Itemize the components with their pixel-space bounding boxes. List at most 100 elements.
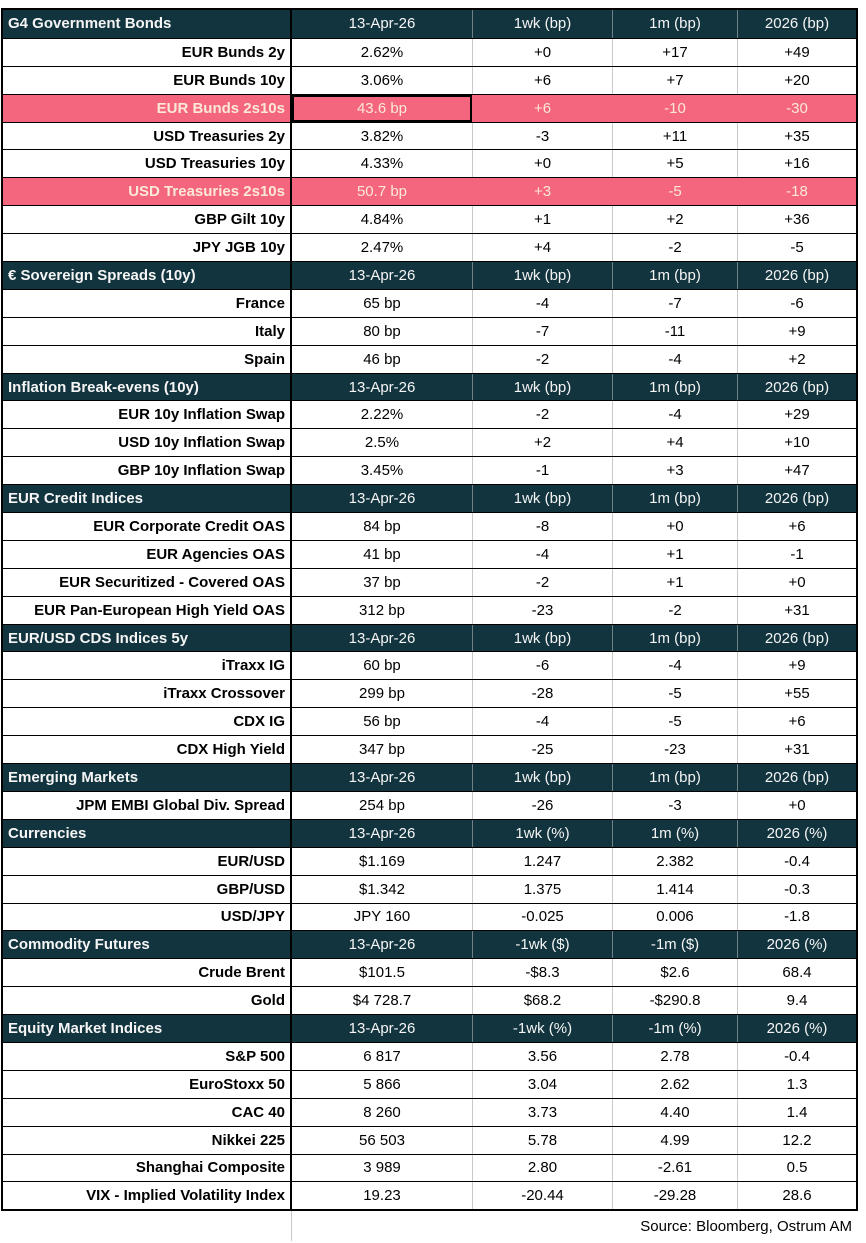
table-row: iTraxx Crossover 299 bp -28 -5 +55: [3, 679, 856, 708]
column-header: 2026 (bp): [737, 764, 856, 791]
cell-value: +1: [612, 540, 737, 568]
row-label: GBP/USD: [3, 875, 292, 903]
cell-value: +6: [533, 99, 552, 117]
section-header-row: € Sovereign Spreads (10y) 13-Apr-26 1wk (b…: [3, 261, 856, 289]
table-row: JPY JGB 10y 2.47% +4 -2 -5: [3, 233, 856, 262]
cell-value: +20: [737, 66, 856, 94]
cell-value: 65 bp: [363, 294, 401, 312]
row-label: France: [3, 289, 292, 317]
cell-value: -4: [612, 652, 737, 680]
cell-value: +1: [472, 206, 612, 234]
row-label: CAC 40: [3, 1098, 292, 1126]
section-header-row: Emerging Markets 13-Apr-26 1wk (bp) 1m (bp)…: [3, 763, 856, 791]
cell-value: 4.84%: [360, 211, 404, 229]
table-row: USD Treasuries 10y 4.33% +0 +5 +16: [3, 149, 856, 178]
section-title: EUR/USD CDS Indices 5y: [3, 624, 292, 652]
column-header: 1m (bp): [612, 373, 737, 401]
table-row: CDX High Yield 347 bp -25 -23 +31: [3, 735, 856, 764]
row-label: GBP Gilt 10y: [3, 206, 292, 234]
cell-value: +3: [612, 457, 737, 485]
table-row: EUR Bunds 2y 2.62% +0 +17 +49: [3, 37, 856, 66]
row-label: EUR/USD: [3, 847, 292, 875]
cell-value: 3.82%: [360, 127, 404, 145]
cell-value: -29.28: [612, 1182, 737, 1210]
cell-value: 43.6 bp: [292, 95, 472, 122]
table-row: EUR 10y Inflation Swap 2.22% -2 -4 +29: [3, 400, 856, 429]
cell-value: 68.4: [737, 959, 856, 987]
column-header: 2026 (%): [737, 931, 856, 959]
cell-value: +6: [737, 513, 856, 540]
column-header: 13-Apr-26: [348, 490, 416, 508]
cell-value: -1: [472, 457, 612, 485]
cell-value: 50.7 bp: [356, 183, 408, 201]
section-title: Currencies: [3, 819, 292, 847]
cell-value: 1.247: [472, 847, 612, 875]
cell-value: 3.56: [472, 1042, 612, 1070]
cell-value: 2.78: [612, 1042, 737, 1070]
cell-value: 46 bp: [363, 350, 401, 368]
cell-value: 41 bp: [363, 545, 401, 563]
row-label: CDX IG: [3, 708, 292, 736]
row-label: iTraxx IG: [3, 652, 292, 680]
column-header: 13-Apr-26: [348, 266, 416, 284]
section-title: Equity Market Indices: [3, 1015, 292, 1042]
row-label: JPY JGB 10y: [3, 234, 292, 262]
source-note: Source: Bloomberg, Ostrum AM: [640, 1217, 852, 1235]
table-row: VIX - Implied Volatility Index 19.23 -20.4…: [3, 1181, 856, 1210]
cell-value: 84 bp: [363, 517, 401, 535]
cell-value: 0.006: [612, 903, 737, 931]
row-label: S&P 500: [3, 1042, 292, 1070]
cell-value: +9: [737, 652, 856, 680]
row-label: Shanghai Composite: [3, 1154, 292, 1182]
section-title: Commodity Futures: [3, 931, 292, 959]
row-label: VIX - Implied Volatility Index: [3, 1182, 292, 1210]
column-header: 1m (bp): [612, 485, 737, 513]
cell-value: -26: [472, 791, 612, 819]
column-header: 13-Apr-26: [348, 15, 416, 33]
section-header-row: EUR Credit Indices 13-Apr-26 1wk (bp) 1m (b…: [3, 484, 856, 513]
column-header: 2026 (bp): [737, 624, 856, 652]
cell-value: -5: [737, 234, 856, 262]
row-label: GBP 10y Inflation Swap: [3, 457, 292, 485]
cell-value: +29: [737, 401, 856, 429]
cell-value: $4 728.7: [352, 992, 412, 1010]
row-label: EUR Pan-European High Yield OAS: [3, 596, 292, 624]
row-label: USD Treasuries 10y: [3, 150, 292, 178]
cell-value: -5: [668, 183, 682, 201]
cell-value: +5: [612, 150, 737, 178]
cell-value: 347 bp: [359, 741, 405, 759]
cell-value: +17: [612, 38, 737, 66]
row-label: iTraxx Crossover: [3, 680, 292, 708]
cell-value: -0.4: [737, 1042, 856, 1070]
cell-value: 28.6: [737, 1182, 856, 1210]
table-row: EUR Securitized - Covered OAS 37 bp -2 +1 +0: [3, 567, 856, 596]
cell-value: -7: [472, 317, 612, 345]
column-header: 2026 (%): [737, 819, 856, 847]
cell-value: -30: [786, 99, 808, 117]
section-title: EUR Credit Indices: [3, 485, 292, 513]
cell-value: 1.375: [472, 875, 612, 903]
table-row: Spain 46 bp -2 -4 +2: [3, 344, 856, 373]
row-label: EUR Agencies OAS: [3, 540, 292, 568]
table-row: EUR Agencies OAS 41 bp -4 +1 -1: [3, 539, 856, 568]
row-label: Gold: [3, 987, 292, 1015]
cell-value: -4: [472, 540, 612, 568]
column-header: 2026 (bp): [737, 262, 856, 289]
table-row: EUR Corporate Credit OAS 84 bp -8 +0 +6: [3, 512, 856, 540]
cell-value: -2: [472, 401, 612, 429]
cell-value: $68.2: [472, 987, 612, 1015]
cell-value: +10: [737, 429, 856, 457]
cell-value: 4.40: [612, 1098, 737, 1126]
table-row: EuroStoxx 50 5 866 3.04 2.62 1.3: [3, 1069, 856, 1098]
table-row: GBP/USD $1.342 1.375 1.414 -0.3: [3, 874, 856, 903]
table-row: CDX IG 56 bp -4 -5 +6: [3, 707, 856, 736]
column-header: 13-Apr-26: [348, 1020, 416, 1037]
cell-value: $101.5: [359, 964, 405, 982]
cell-value: +0: [472, 38, 612, 66]
cell-value: -4: [612, 345, 737, 373]
table-row: USD 10y Inflation Swap 2.5% +2 +4 +10: [3, 428, 856, 457]
cell-value: -7: [612, 289, 737, 317]
cell-value: JPY 160: [353, 908, 411, 926]
section-header-row: Commodity Futures 13-Apr-26 -1wk ($) -1m ($…: [3, 930, 856, 959]
